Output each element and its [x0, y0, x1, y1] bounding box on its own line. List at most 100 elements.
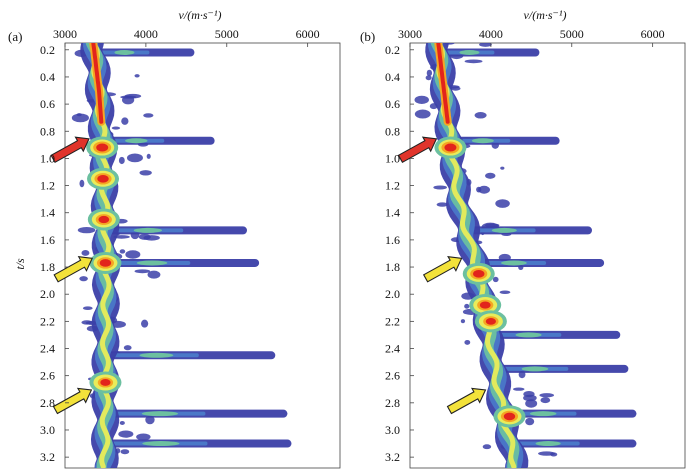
panel-a-y-tick-label: 2.4: [40, 342, 55, 356]
panel-a-arrow: [50, 136, 90, 164]
panel-a-peak: [96, 143, 109, 152]
panel-b-speckle: [479, 43, 492, 47]
panel-b-y-tick-label: 2.0: [385, 287, 400, 301]
panel-a-arrows: [50, 136, 94, 415]
panel-a-speckle: [118, 156, 125, 165]
panel-a-event-highlight: [136, 260, 168, 266]
panel-b-y-tick-label: 0.8: [385, 124, 400, 138]
panel-b-speckle: [433, 185, 447, 190]
panel-b-y-tick-label: 0.2: [385, 43, 400, 57]
panel-b-plot: [414, 43, 637, 468]
panel-b-speckle: [474, 111, 487, 119]
panel-a-y-tick-label: 1.8: [40, 260, 55, 274]
panel-a-speckle: [119, 421, 125, 425]
panel-a-y-ticks: 0.2 0.4 0.6 0.8 1.0 1.2 1.4 1.6 1.8 2.0 2.2 2.4 2.6 2…: [40, 43, 69, 464]
panel-b-speckle: [464, 303, 470, 309]
panel-b-speckle: [539, 393, 555, 398]
panel-b-y-tick-label: 2.2: [385, 314, 400, 328]
panel-a-speckle: [123, 345, 132, 351]
panel-a-speckle: [141, 319, 149, 328]
panel-b-event-highlight: [515, 332, 542, 338]
panel-a-speckle: [145, 415, 155, 425]
panel-a-speckle: [134, 269, 151, 274]
panel-b-peak: [473, 270, 485, 278]
panel-b-x-tick-label: 3000: [398, 27, 422, 41]
panel-a-speckle: [76, 113, 82, 117]
panel-a-plot: [71, 43, 292, 468]
panel-a-speckle: [136, 433, 151, 441]
panel-a-y-tick-label: 2.6: [40, 369, 55, 383]
panel-a-event-highlight: [133, 227, 163, 233]
panel-b-y-ticks: 0.2 0.4 0.6 0.8 1.0 1.2 1.4 1.6 1.8 2.0 2.2 2.4 2.6 2…: [385, 43, 414, 464]
panel-b-speckle: [512, 387, 525, 391]
panel-a-trend-head-core: [91, 43, 104, 124]
panel-a-y-tick-label: 1.2: [40, 179, 55, 193]
panel-a-x-tick-label: 5000: [215, 27, 239, 41]
panel-b-arrows: [397, 136, 487, 415]
panel-b-x-tick-label: 6000: [641, 27, 665, 41]
panel-b-event-highlight: [535, 441, 561, 447]
panel-b-speckle: [523, 394, 537, 402]
panel-b: 3000 4000 5000 6000 0.2 0.4 0.6 0.8 1.0 1.2 1.4 1.…: [360, 8, 686, 469]
panel-b-label: (b): [360, 29, 375, 44]
panel-a-label: (a): [8, 29, 22, 44]
panel-b-event-highlight: [459, 50, 480, 56]
panel-b-speckle: [414, 109, 431, 119]
panel-a-speckle: [71, 113, 89, 123]
panel-a-speckle: [143, 113, 154, 118]
panel-b-speckle: [464, 339, 471, 345]
panel-b-y-tick-label: 2.8: [385, 396, 400, 410]
panel-b-speckle: [425, 75, 432, 81]
panel-b-speckle: [500, 166, 505, 170]
panel-b-speckle: [492, 276, 499, 283]
panel-a-speckle: [126, 153, 143, 163]
panel-a-y-tick-label: 0.8: [40, 124, 55, 138]
panel-a-event-highlight: [139, 352, 174, 358]
panel-b-arrow: [422, 256, 463, 283]
panel-b-speckle: [550, 452, 558, 457]
panel-b-y-tick-label: 1.4: [385, 206, 400, 220]
panel-b-peak: [485, 317, 496, 325]
panel-a-peak: [97, 174, 109, 183]
panel-b-arrow: [446, 387, 487, 415]
panel-b-y-tick-label: 2.4: [385, 342, 400, 356]
panel-a-speckle: [120, 449, 130, 455]
panel-a-y-tick-label: 3.0: [40, 423, 55, 437]
panel-a-arrow: [52, 387, 93, 415]
panel-b-speckle: [484, 223, 500, 228]
panel-a-y-tick-label: 2.8: [40, 396, 55, 410]
panel-b-x-tick-label: 4000: [479, 27, 503, 41]
panel-a-speckle: [146, 153, 151, 159]
panel-a-y-tick-label: 0.4: [40, 70, 55, 84]
panel-a-y-tick-label: 1.4: [40, 206, 55, 220]
panel-a-speckle: [134, 74, 140, 78]
panel-a-event-highlight: [114, 50, 135, 56]
panel-a-speckle: [111, 126, 121, 130]
panel-b-event-highlight: [491, 227, 517, 233]
panel-a-x-tick-label: 3000: [53, 27, 77, 41]
panel-b-y-tick-label: 1.0: [385, 151, 400, 165]
panel-b-event-highlight: [521, 366, 549, 372]
panel-b-event-highlight: [471, 138, 494, 144]
panel-a-speckle: [79, 276, 88, 282]
panel-a-y-tick-label: 0.6: [40, 97, 55, 111]
panel-b-speckle: [482, 444, 492, 450]
panel-b-speckle: [426, 69, 433, 77]
panel-b-speckle: [525, 399, 538, 408]
panel-a-speckle: [79, 179, 85, 188]
panel-b-speckle: [525, 417, 535, 426]
panel-b-peak: [503, 412, 516, 421]
panel-a-x-ticks: 3000 4000 5000 6000: [53, 27, 320, 47]
panel-b-y-tick-label: 1.2: [385, 179, 400, 193]
panel-b-y-tick-label: 3.0: [385, 423, 400, 437]
panel-a-peak: [99, 259, 112, 267]
panel-b-speckle: [540, 397, 551, 404]
panel-b-y-tick-label: 0.4: [385, 70, 400, 84]
panel-b-speckle: [495, 199, 510, 208]
panel-b-speckle: [499, 290, 511, 295]
panel-b-x-axis-label: v/(m·s⁻¹): [524, 8, 567, 22]
panel-b-arrow: [397, 136, 438, 164]
panel-b-trend-head-core: [436, 43, 450, 124]
panel-a-y-tick-label: 3.2: [40, 450, 55, 464]
